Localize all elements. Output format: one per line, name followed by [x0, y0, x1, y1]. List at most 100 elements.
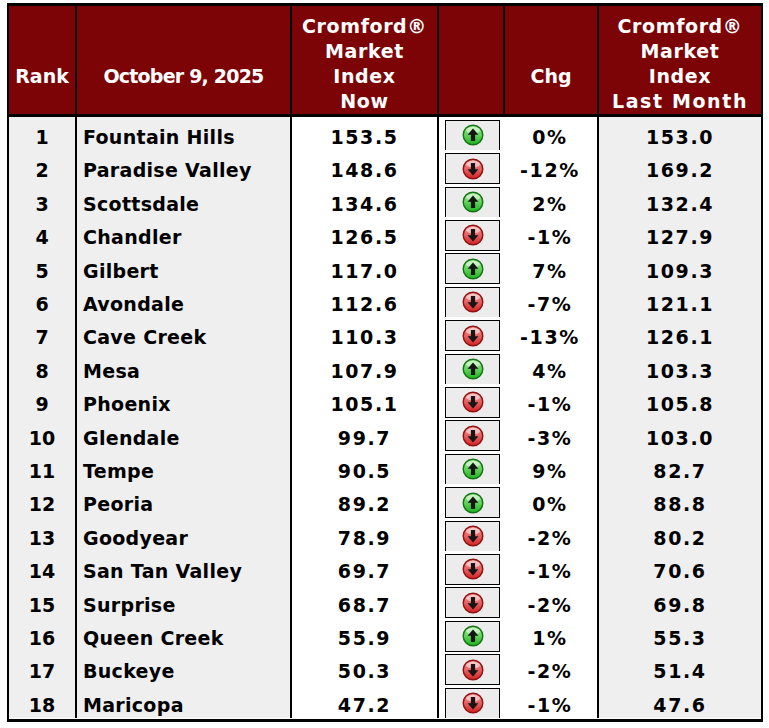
chg-cell: 9% [503, 451, 597, 484]
header-arrow-column [437, 6, 503, 114]
trend-cell [437, 251, 503, 284]
cmi-last-month-cell: 51.4 [597, 652, 761, 685]
chg-cell: 7% [503, 251, 597, 284]
trend-box [445, 153, 500, 184]
header-cmi-last-month: Cromford® Market Index Last Month [597, 6, 761, 114]
chg-cell: 0% [503, 484, 597, 517]
cmi-now-cell: 148.6 [290, 150, 437, 183]
rank-cell: 11 [9, 451, 75, 484]
cmi-last-month-cell: 169.2 [597, 150, 761, 183]
cmi-last-month-cell: 105.8 [597, 384, 761, 417]
trend-box [445, 621, 500, 652]
cmi-last-month-cell: 70.6 [597, 551, 761, 584]
trend-box [445, 688, 500, 719]
cmi-last-month-cell: 103.0 [597, 418, 761, 451]
city-cell: Queen Creek [75, 618, 290, 651]
city-cell: Peoria [75, 484, 290, 517]
city-cell: Fountain Hills [75, 117, 290, 150]
red-down-arrow-icon [462, 325, 484, 347]
header-rank: Rank [9, 6, 75, 114]
trend-box [445, 187, 500, 218]
cmi-last-month-cell: 153.0 [597, 117, 761, 150]
trend-cell [437, 384, 503, 417]
green-up-arrow-icon [462, 492, 484, 514]
trend-box [445, 220, 500, 251]
cmi-now-cell: 105.1 [290, 384, 437, 417]
cmi-now-cell: 89.2 [290, 484, 437, 517]
rank-cell: 14 [9, 551, 75, 584]
rank-cell: 18 [9, 685, 75, 718]
cmi-now-cell: 90.5 [290, 451, 437, 484]
red-down-arrow-icon [462, 692, 484, 714]
cmi-last-month-cell: 47.6 [597, 685, 761, 718]
cmi-last-month-cell: 127.9 [597, 217, 761, 250]
rank-cell: 5 [9, 251, 75, 284]
trend-box [445, 587, 500, 618]
green-up-arrow-icon [462, 358, 484, 380]
chg-cell: -1% [503, 384, 597, 417]
red-down-arrow-icon [462, 425, 484, 447]
trend-cell [437, 150, 503, 183]
trend-box [445, 554, 500, 585]
cmi-now-cell: 153.5 [290, 117, 437, 150]
chg-cell: -12% [503, 150, 597, 183]
cmi-now-cell: 99.7 [290, 418, 437, 451]
city-cell: Paradise Valley [75, 150, 290, 183]
trend-box [445, 320, 500, 351]
city-cell: Maricopa [75, 685, 290, 718]
trend-box [445, 120, 500, 151]
green-up-arrow-icon [462, 124, 484, 146]
trend-box [445, 487, 500, 518]
chg-cell: -1% [503, 217, 597, 250]
cmi-now-cell: 68.7 [290, 585, 437, 618]
cmi-now-cell: 69.7 [290, 551, 437, 584]
trend-cell [437, 451, 503, 484]
chg-cell: -13% [503, 317, 597, 350]
chg-cell: -2% [503, 585, 597, 618]
cmi-now-cell: 134.6 [290, 184, 437, 217]
cmi-now-cell: 107.9 [290, 351, 437, 384]
chg-cell: 1% [503, 618, 597, 651]
rank-cell: 15 [9, 585, 75, 618]
trend-cell [437, 551, 503, 584]
cmi-last-month-cell: 109.3 [597, 251, 761, 284]
cmi-last-month-cell: 103.3 [597, 351, 761, 384]
rank-cell: 8 [9, 351, 75, 384]
rank-cell: 9 [9, 384, 75, 417]
trend-box [445, 521, 500, 552]
cmi-now-cell: 126.5 [290, 217, 437, 250]
city-cell: Mesa [75, 351, 290, 384]
rank-cell: 16 [9, 618, 75, 651]
red-down-arrow-icon [462, 592, 484, 614]
cmi-last-month-cell: 121.1 [597, 284, 761, 317]
red-down-arrow-icon [462, 224, 484, 246]
cmi-now-cell: 117.0 [290, 251, 437, 284]
chg-cell: 4% [503, 351, 597, 384]
city-cell: Buckeye [75, 652, 290, 685]
city-cell: Gilbert [75, 251, 290, 284]
header-chg: Chg [503, 6, 597, 114]
red-down-arrow-icon [462, 158, 484, 180]
city-cell: Surprise [75, 585, 290, 618]
red-down-arrow-icon [462, 525, 484, 547]
green-up-arrow-icon [462, 258, 484, 280]
city-cell: Tempe [75, 451, 290, 484]
trend-box [445, 420, 500, 451]
trend-cell [437, 518, 503, 551]
trend-cell [437, 117, 503, 150]
trend-cell [437, 418, 503, 451]
cmi-now-cell: 50.3 [290, 652, 437, 685]
trend-cell [437, 317, 503, 350]
chg-cell: -7% [503, 284, 597, 317]
chg-cell: -3% [503, 418, 597, 451]
cmi-now-cell: 78.9 [290, 518, 437, 551]
chg-cell: -1% [503, 685, 597, 718]
rank-cell: 17 [9, 652, 75, 685]
trend-cell [437, 351, 503, 384]
cmi-now-cell: 55.9 [290, 618, 437, 651]
green-up-arrow-icon [462, 458, 484, 480]
chg-cell: -2% [503, 518, 597, 551]
cmi-last-month-cell: 88.8 [597, 484, 761, 517]
cmi-last-month-cell: 80.2 [597, 518, 761, 551]
red-down-arrow-icon [462, 659, 484, 681]
